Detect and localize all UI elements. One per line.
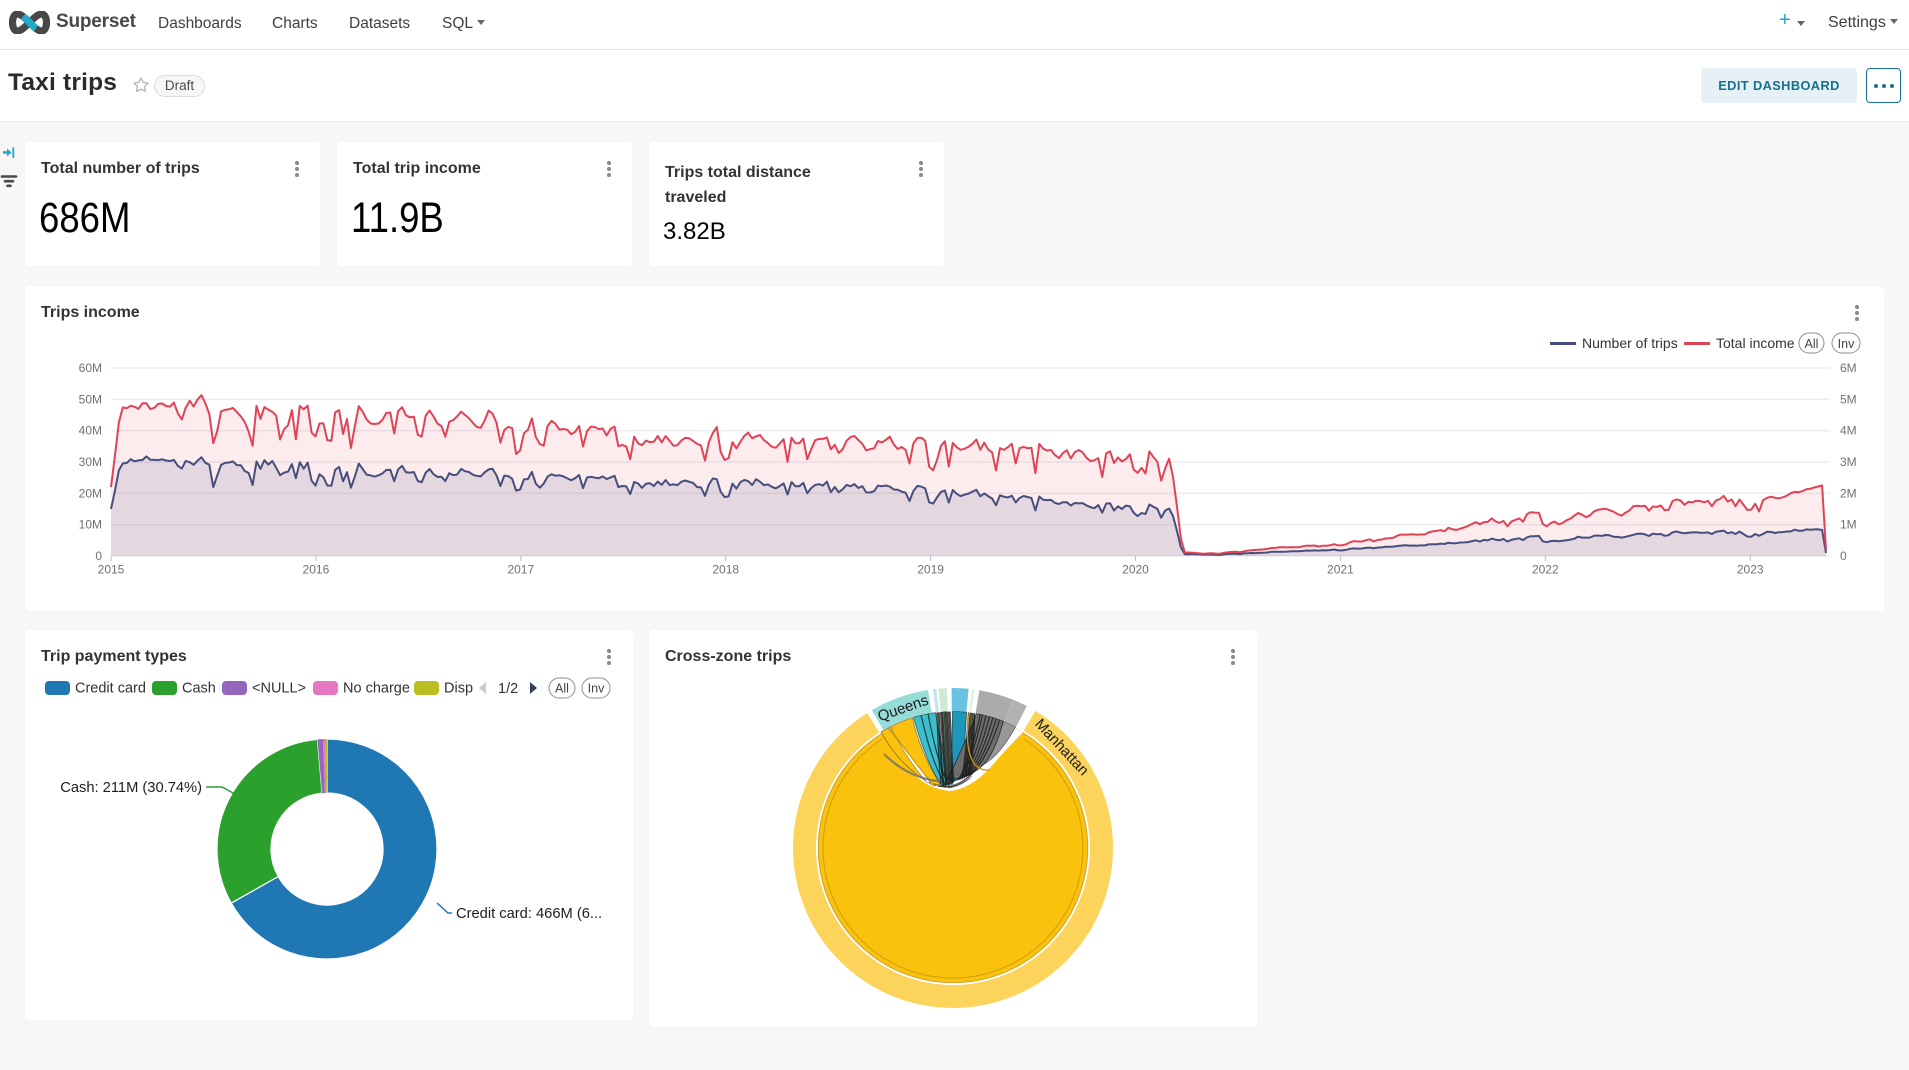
svg-text:2023: 2023 — [1737, 563, 1764, 577]
svg-text:20M: 20M — [79, 486, 102, 500]
svg-text:2017: 2017 — [507, 563, 534, 577]
svg-text:4M: 4M — [1840, 424, 1857, 438]
svg-text:All: All — [555, 682, 569, 696]
svg-text:50M: 50M — [79, 392, 102, 406]
svg-text:Credit card: 466M (6...: Credit card: 466M (6... — [456, 906, 602, 922]
svg-text:2019: 2019 — [917, 563, 944, 577]
svg-text:0: 0 — [1840, 549, 1847, 563]
svg-text:Disp: Disp — [444, 681, 473, 697]
svg-text:1M: 1M — [1840, 518, 1857, 532]
svg-text:All: All — [1805, 337, 1819, 351]
svg-text:Cash: Cash — [182, 681, 216, 697]
svg-text:1/2: 1/2 — [498, 681, 518, 697]
svg-text:Inv: Inv — [588, 682, 605, 696]
svg-text:2015: 2015 — [98, 563, 125, 577]
svg-text:Cash: 211M (30.74%): Cash: 211M (30.74%) — [60, 780, 202, 796]
svg-text:2021: 2021 — [1327, 563, 1354, 577]
svg-text:2018: 2018 — [712, 563, 739, 577]
svg-text:10M: 10M — [79, 518, 102, 532]
svg-text:Number of trips: Number of trips — [1582, 335, 1678, 351]
svg-text:0: 0 — [95, 549, 102, 563]
svg-text:40M: 40M — [79, 424, 102, 438]
svg-text:2M: 2M — [1840, 486, 1857, 500]
svg-text:5M: 5M — [1840, 392, 1857, 406]
svg-text:No charge: No charge — [343, 681, 410, 697]
svg-text:2020: 2020 — [1122, 563, 1149, 577]
svg-text:3M: 3M — [1840, 455, 1857, 469]
svg-text:Credit card: Credit card — [75, 681, 146, 697]
svg-text:2022: 2022 — [1532, 563, 1559, 577]
svg-text:2016: 2016 — [303, 563, 330, 577]
svg-text:<NULL>: <NULL> — [252, 681, 306, 697]
svg-text:60M: 60M — [79, 361, 102, 375]
svg-text:6M: 6M — [1840, 361, 1857, 375]
svg-text:30M: 30M — [79, 455, 102, 469]
svg-text:Total income: Total income — [1716, 335, 1795, 351]
svg-text:Inv: Inv — [1838, 337, 1855, 351]
